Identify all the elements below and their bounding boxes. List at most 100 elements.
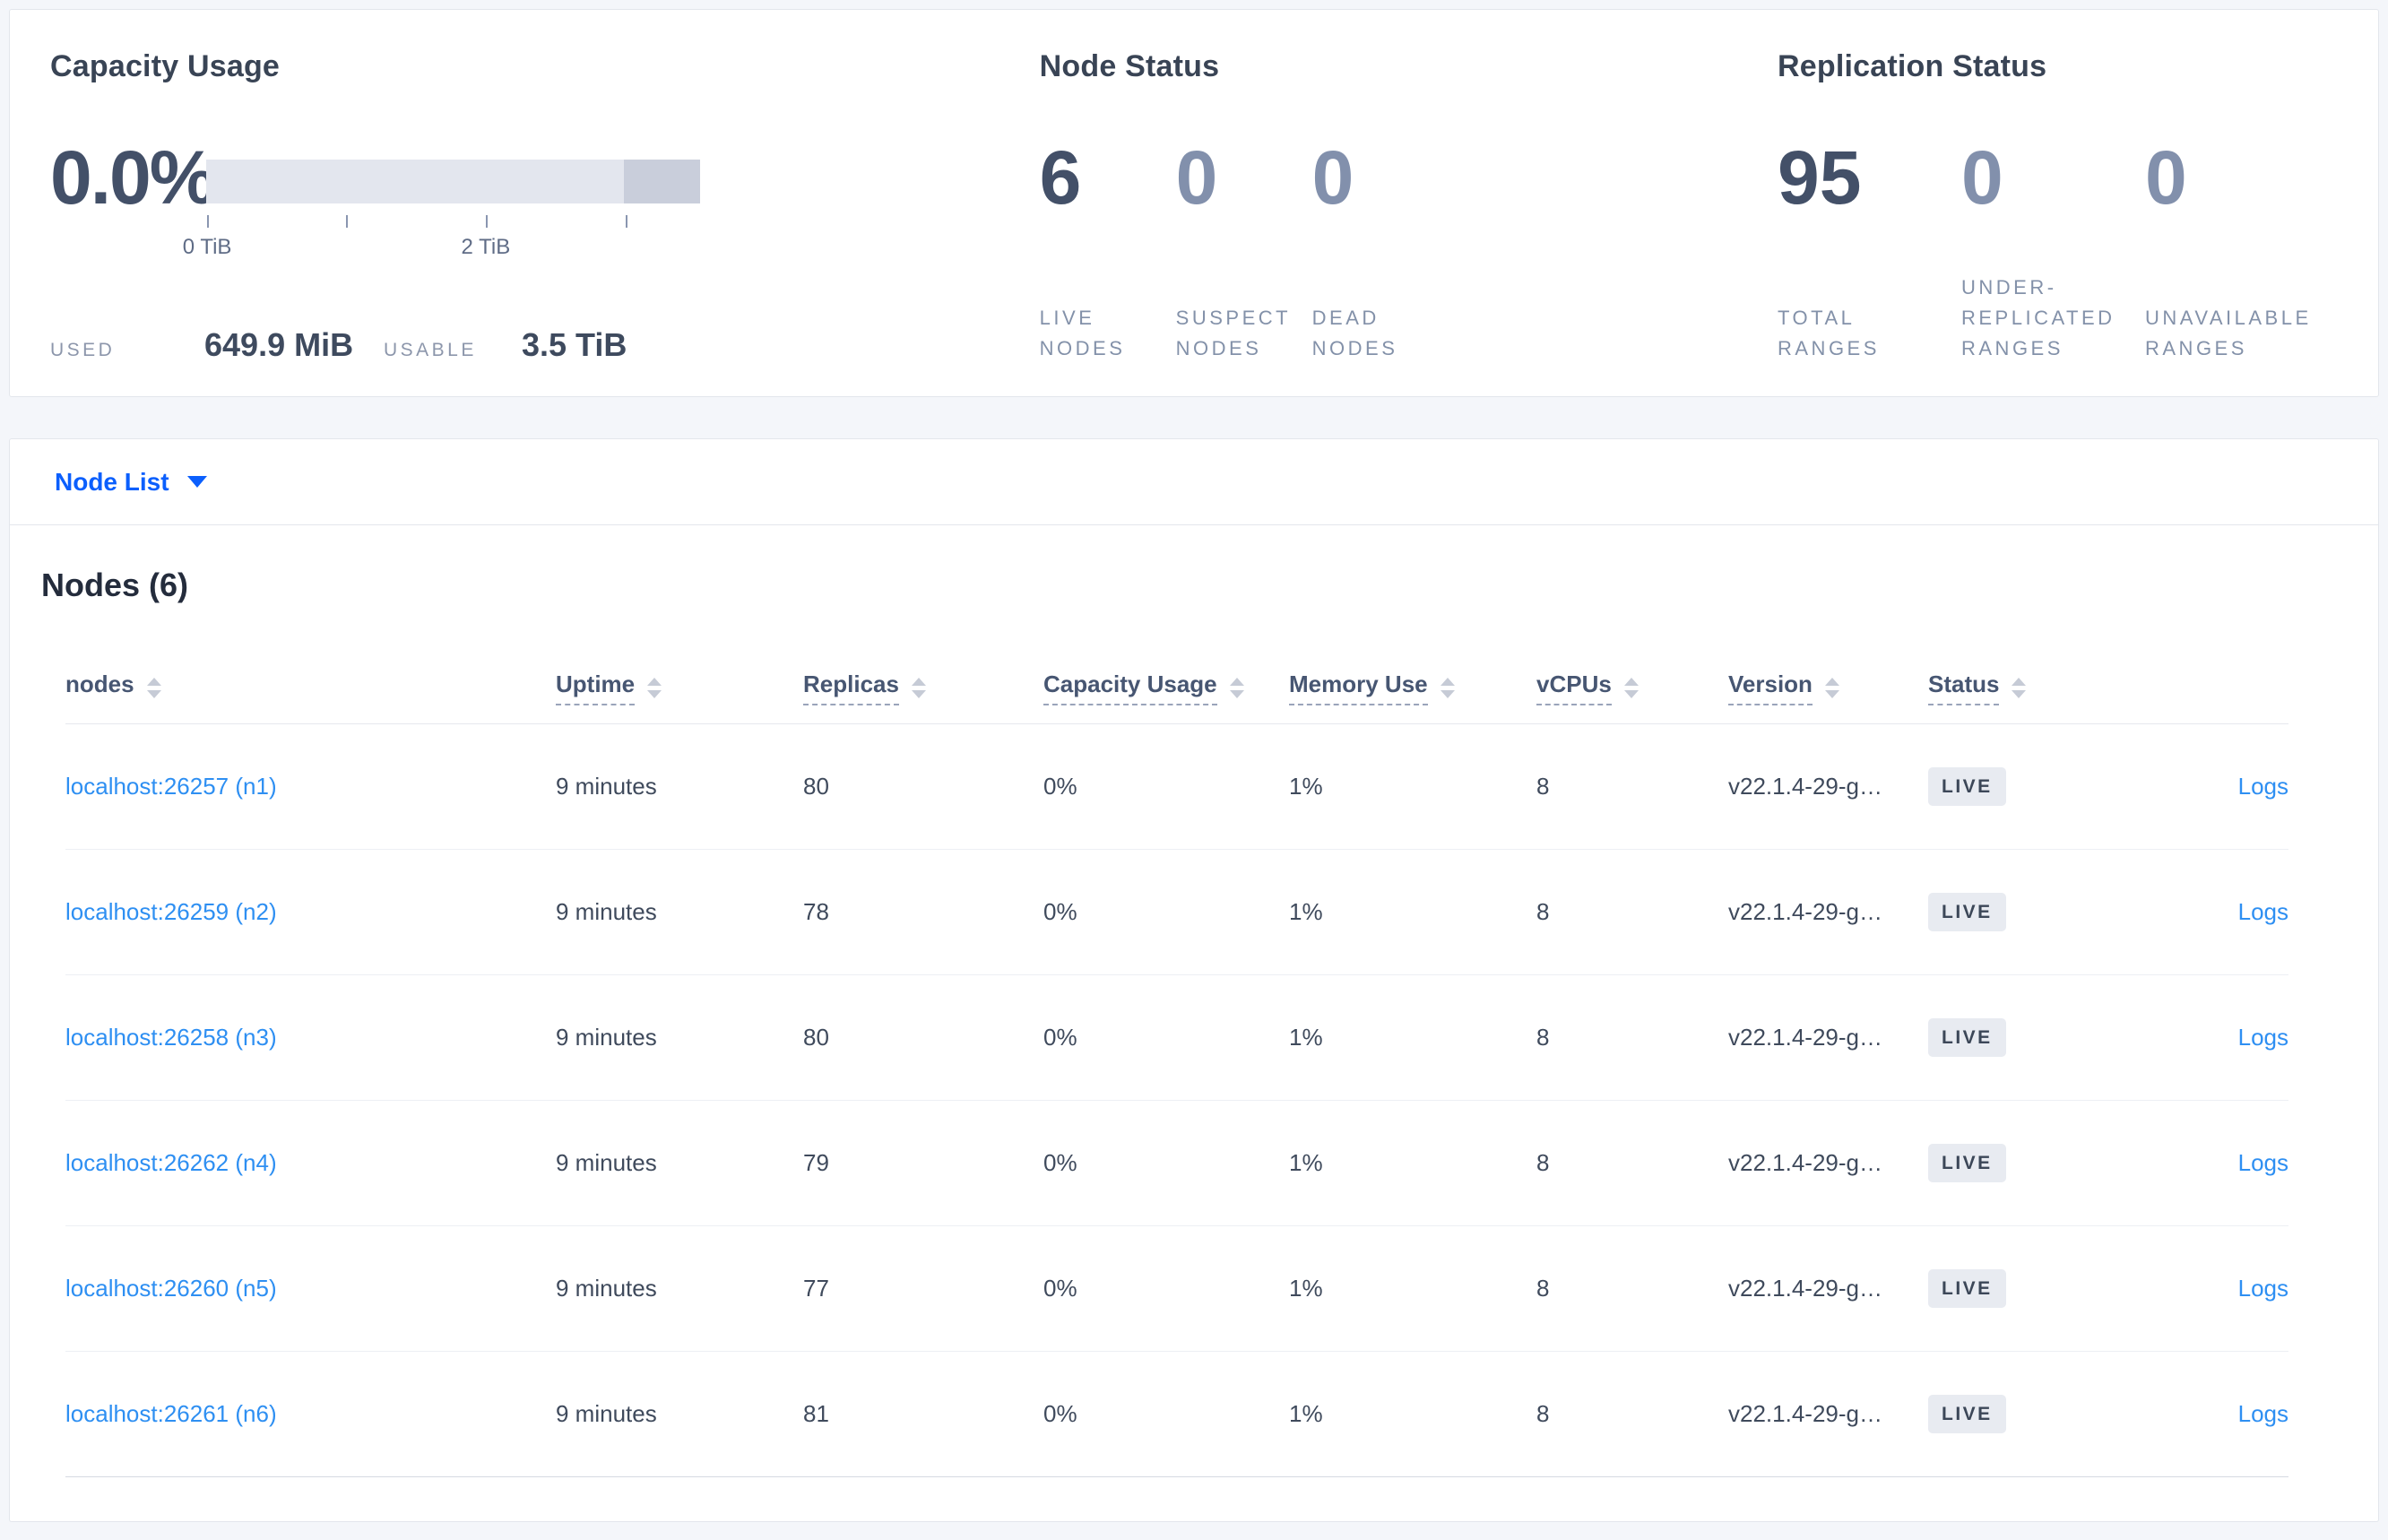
node-list-dropdown-label: Node List	[55, 467, 169, 496]
status-cell: LIVE	[1928, 893, 2143, 931]
node-link[interactable]: localhost:26259 (n2)	[65, 898, 277, 925]
memory-use-cell: 1%	[1289, 1275, 1323, 1302]
table-row: localhost:26260 (n5) 9 minutes 77 0% 1% …	[65, 1226, 2288, 1352]
tick-mark	[625, 215, 627, 228]
version-cell: v22.1.4-29-g…	[1728, 773, 1882, 800]
capacity-meter-axis: 0 TiB 2 TiB	[183, 235, 700, 262]
logs-link[interactable]: Logs	[2237, 1275, 2288, 1302]
capacity-meter: 0 TiB 2 TiB	[183, 140, 700, 262]
sort-icon	[2012, 678, 2027, 698]
uptime-cell: 9 minutes	[556, 1400, 657, 1427]
status-badge: LIVE	[1928, 1269, 2006, 1308]
usable-label: USABLE	[384, 340, 477, 360]
tick-mark	[345, 215, 348, 228]
node-link[interactable]: localhost:26260 (n5)	[65, 1275, 277, 1302]
under-replicated-ranges-label: UNDER-REPLICATED RANGES	[1961, 275, 2115, 359]
logs-link[interactable]: Logs	[2237, 898, 2288, 925]
vcpus-cell: 8	[1536, 1400, 1550, 1427]
sort-asc-icon	[1623, 678, 1639, 686]
replicas-cell: 80	[803, 773, 829, 800]
uptime-cell: 9 minutes	[556, 1275, 657, 1302]
capacity-usage-cell: 0%	[1043, 1275, 1077, 1302]
memory-use-cell: 1%	[1289, 898, 1323, 925]
capacity-usage-cell: 0%	[1043, 1024, 1077, 1051]
status-badge: LIVE	[1928, 767, 2006, 806]
column-header-vcpus[interactable]: vCPUs	[1536, 671, 1728, 705]
logs-link[interactable]: Logs	[2237, 1024, 2288, 1051]
memory-use-cell: 1%	[1289, 773, 1323, 800]
dead-nodes-stat: 0 DEAD NODES	[1312, 140, 1449, 364]
version-cell: v22.1.4-29-g…	[1728, 1149, 1882, 1176]
capacity-meter-ticks	[206, 215, 700, 229]
node-list-dropdown[interactable]: Node List	[55, 468, 207, 497]
column-header-uptime[interactable]: Uptime	[556, 671, 803, 705]
column-header-status[interactable]: Status	[1928, 671, 2143, 705]
node-link[interactable]: localhost:26258 (n3)	[65, 1024, 277, 1051]
logs-cell: Logs	[2143, 1149, 2288, 1177]
node-link[interactable]: localhost:26261 (n6)	[65, 1400, 277, 1427]
under-replicated-ranges-value: 0	[1961, 135, 2003, 220]
vcpus-cell: 8	[1536, 1275, 1550, 1302]
nodes-table-header: nodes Uptime Replicas Capacity Usage Mem…	[65, 653, 2288, 724]
version-cell: v22.1.4-29-g…	[1728, 1400, 1882, 1427]
capacity-usage-cell: 0%	[1043, 1400, 1077, 1427]
node-link[interactable]: localhost:26262 (n4)	[65, 1149, 277, 1176]
sort-asc-icon	[1229, 678, 1244, 686]
unavailable-ranges-stat: 0 UNAVAILABLE RANGES	[2145, 140, 2329, 364]
node-link[interactable]: localhost:26257 (n1)	[65, 773, 277, 800]
total-ranges-label: TOTAL RANGES	[1778, 306, 1880, 359]
capacity-meter-reserved-segment	[624, 160, 700, 203]
axis-label-2tib: 2 TiB	[461, 235, 511, 259]
dead-nodes-value: 0	[1311, 135, 1354, 220]
node-address-cell: localhost:26258 (n3)	[65, 1024, 556, 1051]
column-header-capacity-usage[interactable]: Capacity Usage	[1043, 671, 1289, 705]
status-cell: LIVE	[1928, 767, 2143, 806]
column-header-replicas[interactable]: Replicas	[803, 671, 1043, 705]
capacity-usage-cell: 0%	[1043, 898, 1077, 925]
unavailable-ranges-value: 0	[2145, 135, 2187, 220]
sort-desc-icon	[1824, 690, 1839, 698]
capacity-meter-bar	[206, 160, 700, 203]
version-cell: v22.1.4-29-g…	[1728, 1024, 1882, 1051]
column-header-version[interactable]: Version	[1728, 671, 1928, 705]
capacity-usage-title: Capacity Usage	[50, 49, 281, 83]
logs-cell: Logs	[2143, 773, 2288, 800]
sort-desc-icon	[1440, 690, 1455, 698]
vcpus-cell: 8	[1536, 898, 1550, 925]
status-badge: LIVE	[1928, 893, 2006, 931]
cluster-summary-card: Capacity Usage 0.0% 0 TiB 2 TiB	[9, 9, 2379, 397]
live-nodes-label: LIVE NODES	[1039, 306, 1126, 359]
live-nodes-stat: 6 LIVE NODES	[1040, 140, 1176, 364]
capacity-usage-cell: 0%	[1043, 1149, 1077, 1176]
used-label: USED	[50, 340, 116, 360]
node-status-stats: 6 LIVE NODES 0 SUSPECT NODES 0 DEAD NODE…	[1040, 140, 1778, 364]
suspect-nodes-stat: 0 SUSPECT NODES	[1176, 140, 1312, 364]
logs-link[interactable]: Logs	[2237, 773, 2288, 800]
sort-icon	[1623, 678, 1639, 698]
sort-asc-icon	[2012, 678, 2027, 686]
column-header-memory-use[interactable]: Memory Use	[1289, 671, 1536, 705]
sort-desc-icon	[1229, 690, 1244, 698]
capacity-used-percent: 0.0%	[50, 135, 216, 220]
status-cell: LIVE	[1928, 1144, 2143, 1182]
axis-label-0tib: 0 TiB	[182, 235, 232, 259]
suspect-nodes-value: 0	[1175, 135, 1218, 220]
sort-asc-icon	[911, 678, 926, 686]
replication-stats: 95 TOTAL RANGES 0 UNDER-REPLICATED RANGE…	[1778, 140, 2329, 364]
table-row: localhost:26258 (n3) 9 minutes 80 0% 1% …	[65, 975, 2288, 1101]
usable-value: 3.5 TiB	[522, 326, 627, 363]
sort-asc-icon	[647, 678, 662, 686]
status-cell: LIVE	[1928, 1395, 2143, 1433]
status-badge: LIVE	[1928, 1395, 2006, 1433]
vcpus-cell: 8	[1536, 1024, 1550, 1051]
capacity-usage-section: Capacity Usage 0.0% 0 TiB 2 TiB	[50, 49, 1040, 364]
capacity-used-row: USED 649.9 MiB USABLE 3.5 TiB	[50, 326, 1040, 364]
suspect-nodes-label: SUSPECT NODES	[1175, 306, 1291, 359]
replicas-cell: 79	[803, 1149, 829, 1176]
node-address-cell: localhost:26259 (n2)	[65, 898, 556, 926]
logs-link[interactable]: Logs	[2237, 1400, 2288, 1427]
logs-link[interactable]: Logs	[2237, 1149, 2288, 1176]
replication-status-title: Replication Status	[1778, 49, 2047, 83]
status-badge: LIVE	[1928, 1144, 2006, 1182]
column-header-nodes[interactable]: nodes	[65, 671, 556, 705]
